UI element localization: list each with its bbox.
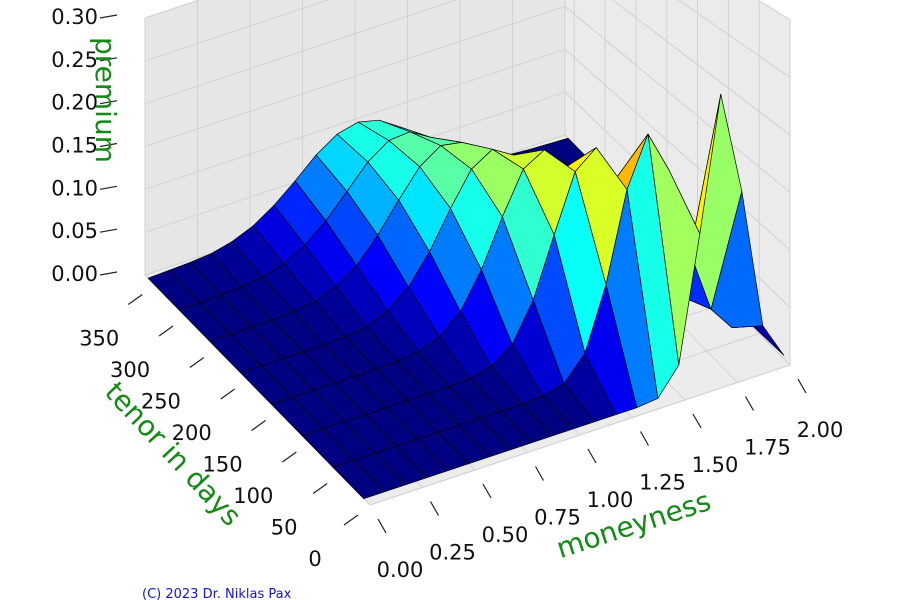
- x-tick-mark: [377, 518, 387, 534]
- y-tick-mark: [282, 451, 297, 463]
- z-tick-mark: [99, 100, 118, 105]
- y-tick-mark: [251, 419, 266, 431]
- z-tick-label: 0.00: [51, 262, 98, 286]
- z-tick-mark: [99, 57, 118, 62]
- y-tick-label: 350: [79, 326, 119, 350]
- z-tick-label: 0.15: [51, 134, 98, 158]
- grid-line: [144, 0, 330, 62]
- y-tick-label: 200: [172, 421, 212, 445]
- ticks: 0.000.250.500.751.001.251.501.752.000501…: [51, 5, 843, 582]
- x-tick-mark: [587, 448, 597, 464]
- y-tick-label: 0: [308, 547, 321, 571]
- y-tick-label: 50: [271, 515, 298, 539]
- grid-line: [564, 6, 791, 193]
- y-tick-mark: [343, 514, 359, 526]
- z-tick-mark: [99, 14, 118, 19]
- x-tick-mark: [744, 396, 755, 411]
- x-tick-mark: [797, 378, 807, 394]
- z-tick-mark: [99, 185, 118, 190]
- z-tick-mark: [99, 142, 118, 148]
- y-tick-mark: [158, 325, 174, 337]
- y-tick-mark: [127, 293, 143, 305]
- x-tick-label: 1.50: [692, 453, 739, 477]
- x-tick-mark: [639, 431, 650, 446]
- surface: [147, 93, 785, 500]
- z-tick-label: 0.30: [51, 5, 98, 29]
- z-tick-label: 0.25: [51, 48, 98, 72]
- z-tick-label: 0.10: [51, 176, 98, 200]
- x-tick-label: 0.75: [534, 506, 581, 530]
- y-tick-mark: [220, 388, 236, 400]
- x-tick-mark: [429, 501, 440, 516]
- x-tick-mark: [482, 483, 492, 499]
- x-tick-mark: [692, 413, 702, 429]
- grid-line: [564, 48, 791, 251]
- x-tick-label: 2.00: [797, 418, 844, 442]
- z-tick-label: 0.20: [51, 91, 98, 115]
- y-tick-label: 100: [233, 484, 273, 508]
- x-tick-label: 1.75: [744, 436, 791, 460]
- y-tick-label: 300: [110, 358, 150, 382]
- grid-line: [369, 364, 791, 506]
- x-tick-mark: [534, 466, 545, 481]
- x-tick-label: 1.25: [639, 471, 686, 495]
- grid-line: [611, 0, 791, 136]
- grid-line: [144, 0, 458, 105]
- grid-line: [677, 0, 791, 78]
- z-tick-mark: [99, 228, 118, 233]
- y-tick-label: 250: [141, 389, 181, 413]
- y-tick-label: 150: [202, 452, 242, 476]
- copyright-note: (C) 2023 Dr. Niklas Pax: [142, 587, 292, 600]
- x-tick-label: 0.25: [429, 541, 476, 565]
- z-axis-label: premium: [89, 37, 122, 163]
- z-tick-mark: [99, 271, 118, 276]
- grid-line: [144, 6, 566, 147]
- y-tick-mark: [189, 356, 205, 368]
- surface-patch: [332, 459, 386, 500]
- x-tick-label: 0.50: [482, 523, 529, 547]
- grid-line: [144, 48, 566, 190]
- y-tick-mark: [312, 483, 328, 494]
- x-tick-label: 0.00: [377, 558, 424, 582]
- x-tick-label: 1.00: [587, 488, 634, 512]
- z-tick-label: 0.05: [51, 219, 98, 243]
